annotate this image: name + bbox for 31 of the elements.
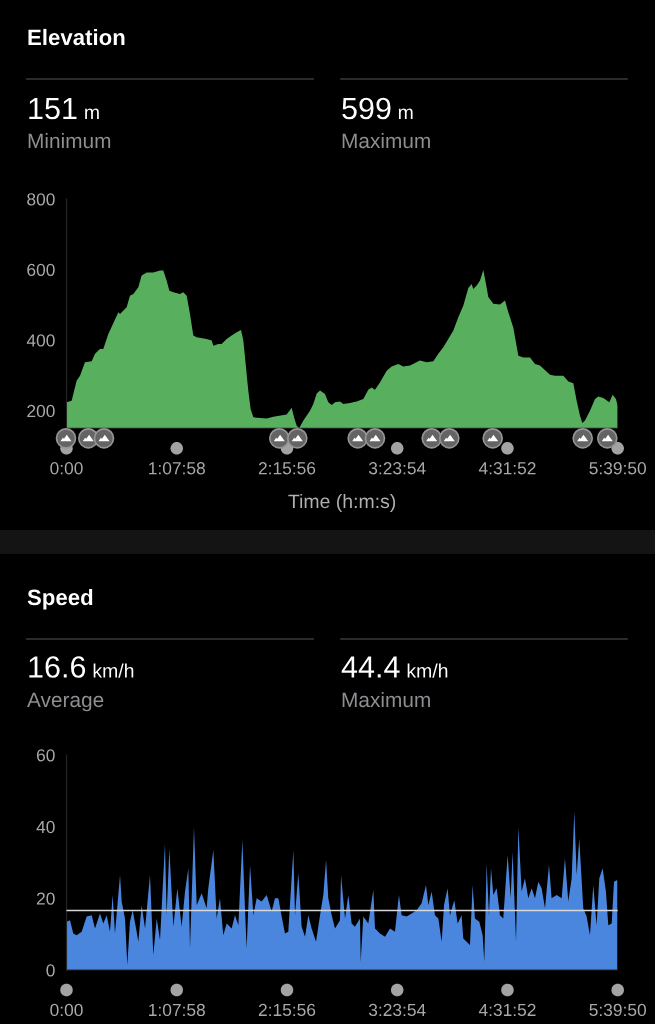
text: Average	[27, 692, 104, 712]
x-tick-label: 1:07:58	[149, 1003, 205, 1017]
text: Maximum	[342, 132, 430, 149]
y-tick-label: 400	[26, 334, 55, 347]
y-tick-label: 40	[36, 820, 55, 834]
y-tick-label: 800	[27, 193, 55, 206]
x-tick-label: 5:39:50	[589, 1003, 646, 1017]
y-tick-label: 60	[36, 749, 55, 762]
text: 44.4 km/h	[341, 656, 448, 678]
x-tick-label: 4:31:52	[478, 1003, 536, 1017]
x-tick-label: 4:31:52	[478, 462, 536, 475]
x-tick-label: 3:23:54	[368, 1003, 426, 1017]
x-tick-label: 0:00	[50, 1003, 83, 1017]
x-tick-label: 5:39:50	[589, 462, 646, 475]
text: 599 m	[342, 97, 413, 120]
x-tick-label: 2:15:56	[258, 462, 316, 475]
x-axis-title: Time (h:m:s)	[288, 493, 396, 513]
x-tick-label: 1:07:58	[149, 462, 205, 475]
y-tick-label: 600	[27, 263, 55, 277]
text: 151 m	[29, 97, 99, 120]
y-tick-label: 20	[36, 892, 55, 905]
y-tick-label: 200	[27, 404, 55, 418]
y-tick-label: 0	[46, 964, 55, 977]
chart-title: Elevation	[28, 28, 125, 46]
x-tick-label: 2:15:56	[258, 1003, 316, 1017]
text: Minimum	[28, 132, 111, 149]
x-tick-label: 0:00	[50, 462, 83, 475]
chart-title: Speed	[27, 588, 93, 610]
text: Maximum	[342, 691, 430, 708]
x-tick-label: 3:23:54	[368, 462, 426, 475]
text: 16.6 km/h	[29, 656, 134, 678]
